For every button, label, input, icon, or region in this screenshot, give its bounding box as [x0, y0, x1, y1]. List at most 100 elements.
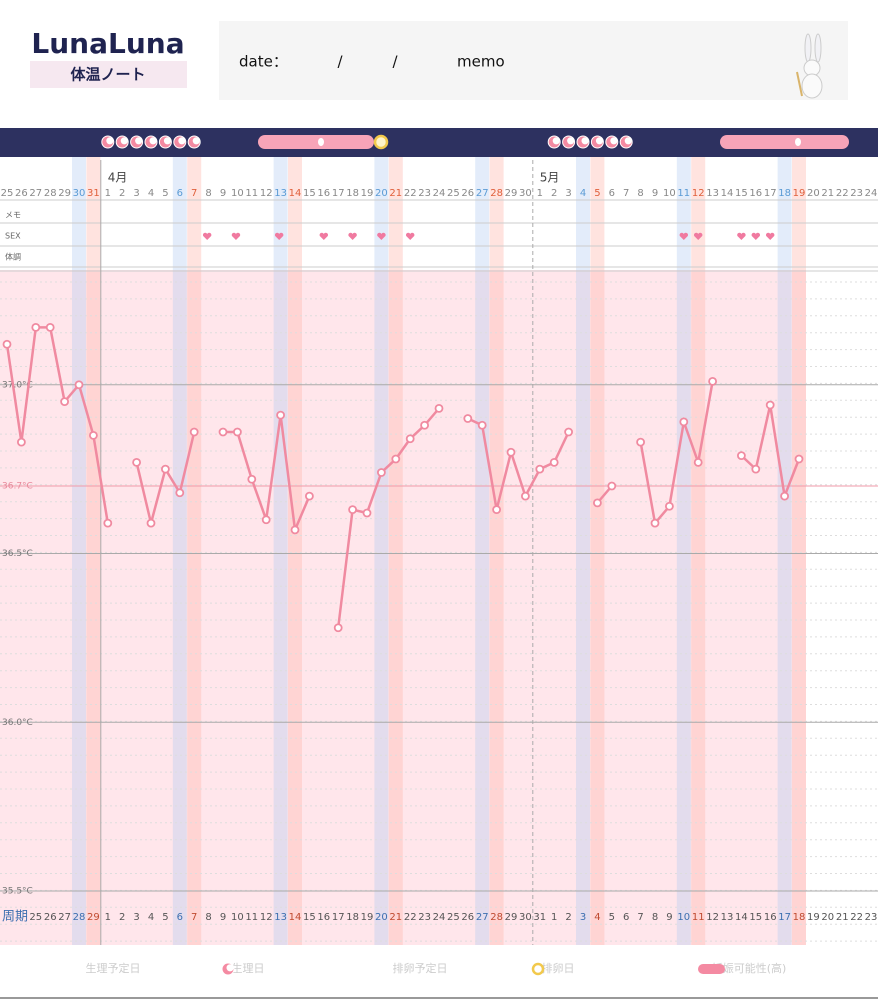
cycle-day: 15 [303, 912, 316, 923]
temperature-point [636, 437, 645, 447]
legend-label: 妊娠可能性(高) [712, 961, 787, 975]
period-icon-cut [106, 137, 114, 145]
date-label: 26 [15, 188, 28, 199]
temperature-point [218, 427, 228, 437]
period-icon-cut [226, 964, 234, 972]
subtitle-box [30, 61, 187, 88]
saturday-stripe [374, 157, 389, 945]
temperature-point [304, 491, 314, 501]
date-label: 21 [389, 188, 402, 199]
temperature-point [506, 447, 516, 457]
y-tick-label: 36.7°C [2, 482, 33, 492]
month-label: 4月 [108, 171, 128, 185]
temperature-point [535, 464, 545, 474]
temperature-point [45, 322, 55, 332]
date-label: 2 [551, 188, 557, 199]
cycle-day: 2 [565, 912, 571, 923]
date-label: 7 [191, 188, 197, 199]
y-tick-label: 37.0°C [2, 380, 33, 390]
heart-icon [231, 232, 241, 240]
temperature-point [607, 481, 617, 491]
temperature-point [391, 454, 401, 464]
temperature-point [261, 515, 271, 525]
date-label: 30 [519, 188, 532, 199]
period-icon-cut [595, 137, 604, 145]
legend-label: 排卵予定日 [393, 961, 448, 975]
sunday-stripe [187, 157, 202, 945]
temperature-point [31, 322, 41, 332]
cycle-day: 23 [865, 912, 878, 923]
saturday-stripe [777, 157, 792, 945]
date-label: 21 [821, 188, 834, 199]
period-icon-cut [135, 137, 143, 145]
memo-box [219, 21, 848, 100]
temperature-point [146, 518, 156, 528]
temperature-point [593, 498, 602, 508]
date-label: 1 [105, 188, 111, 199]
cycle-day: 3 [580, 912, 586, 923]
temperature-point [362, 508, 372, 518]
date-label: 5 [594, 188, 600, 199]
period-icon-cut [610, 137, 618, 145]
date-label: 23 [850, 188, 863, 199]
date-label: 7 [623, 188, 629, 199]
cycle-day: 20 [375, 912, 388, 923]
date-label: 12 [260, 188, 273, 199]
heart-icon [377, 232, 386, 240]
date-label: 3 [565, 188, 571, 199]
temperature-point [434, 403, 444, 413]
ovulation-icon [373, 134, 389, 150]
saturday-stripe [273, 157, 288, 945]
temperature-point [549, 457, 559, 467]
date-label: 18 [346, 188, 359, 199]
date-label: 29 [505, 188, 518, 199]
date-label: 27 [476, 188, 489, 199]
date-label: 29 [58, 188, 71, 199]
temperature-point [463, 414, 473, 423]
date-label: 14 [721, 188, 734, 199]
temperature-point [276, 410, 286, 420]
cycle-day: 10 [677, 912, 690, 923]
temperature-point [420, 420, 430, 430]
date-label: 11 [677, 188, 690, 199]
cycle-day: 5 [609, 912, 615, 923]
period-icon-cut [163, 137, 172, 145]
cycle-day: 7 [637, 912, 643, 923]
saturday-stripe [72, 157, 86, 945]
logo: LunaLuna [31, 27, 184, 60]
cycle-day: 27 [58, 912, 71, 923]
date-label: 16 [749, 188, 762, 199]
temperature-point [708, 376, 717, 386]
date-label: 5 [162, 188, 168, 199]
row-label: 体調 [5, 252, 21, 262]
date-label: 16 [317, 188, 330, 199]
date-label: 22 [836, 188, 849, 199]
rabbit [796, 33, 823, 99]
cycle-day: 30 [519, 912, 532, 923]
sunday-stripe [489, 157, 504, 945]
saturday-stripe [676, 157, 691, 945]
cycle-day: 17 [332, 912, 345, 923]
fertile-dot [318, 138, 324, 146]
heart-icon [679, 232, 689, 240]
temperature-point [103, 518, 113, 528]
temperature-point [2, 339, 12, 349]
cycle-day: 9 [220, 912, 226, 923]
temperature-point [521, 491, 530, 501]
temperature-point [794, 454, 804, 464]
period-icon-cut [149, 137, 157, 145]
cycle-day: 29 [505, 912, 518, 923]
temperature-point [333, 623, 343, 633]
cycle-day: 14 [735, 912, 748, 923]
date-label: 15 [735, 188, 748, 199]
memo-label: memo [457, 53, 505, 71]
heart-icon [765, 232, 775, 240]
temperature-point [650, 518, 660, 528]
date-label: 23 [418, 188, 431, 199]
heart-icon [202, 232, 212, 240]
temperature-point [247, 474, 257, 484]
fertile-bar [258, 135, 374, 149]
date-label: 10 [231, 188, 244, 199]
